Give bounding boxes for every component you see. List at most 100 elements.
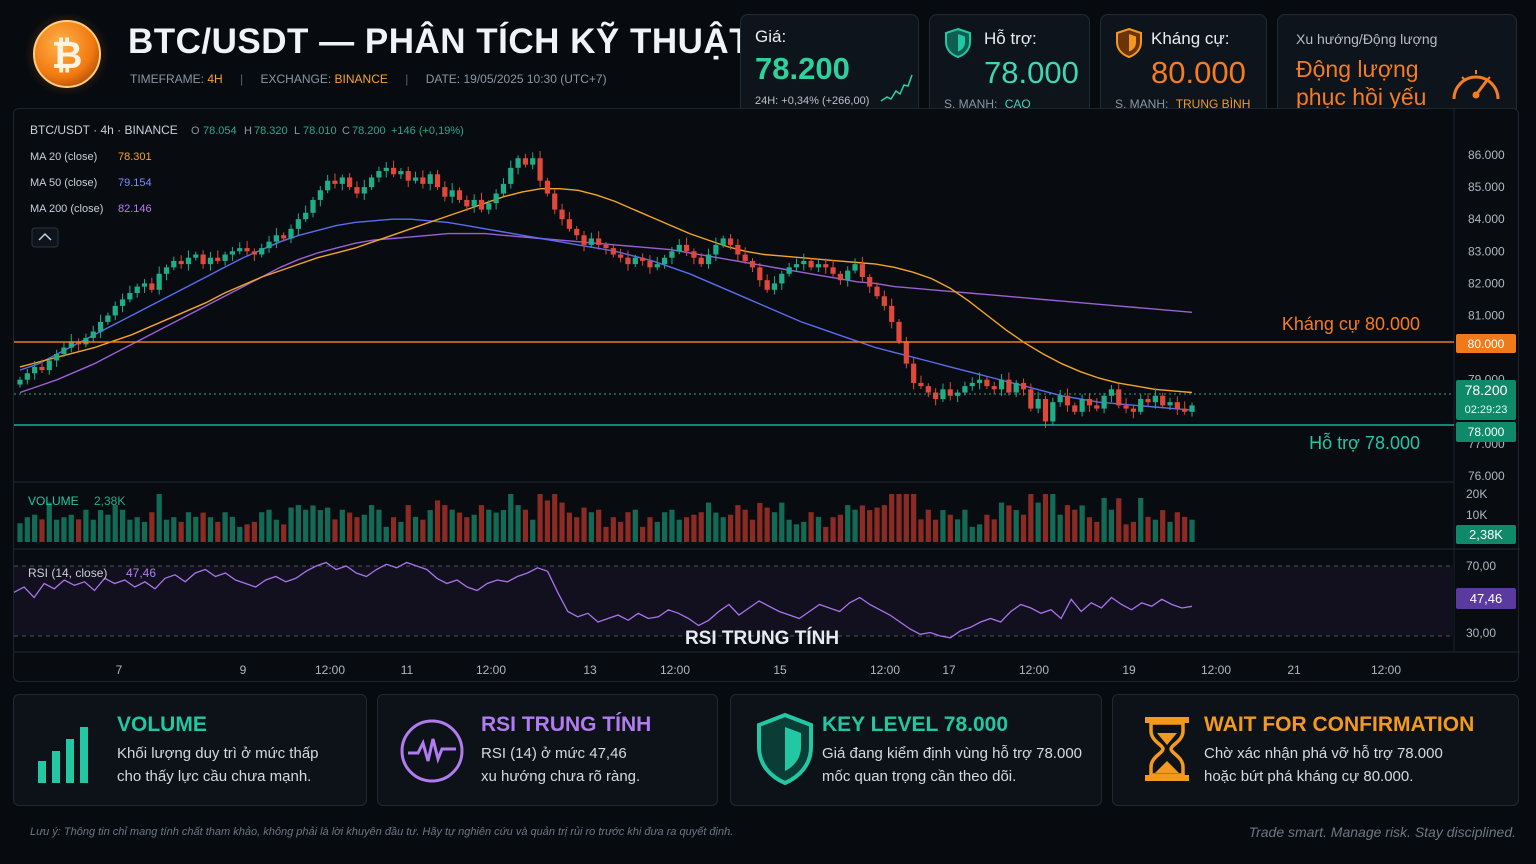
volume-bar <box>17 523 23 542</box>
trend-label: Xu hướng/Động lượng <box>1296 31 1438 47</box>
ohlc-c-label: C <box>342 125 350 137</box>
candle-body <box>273 235 279 242</box>
candle-body <box>61 347 67 355</box>
candle-body <box>962 386 968 393</box>
candle-body <box>537 158 543 181</box>
candle-body <box>1138 398 1144 412</box>
volume-bar <box>757 502 763 542</box>
volume-bar <box>896 494 902 542</box>
volume-bar <box>163 519 170 542</box>
volume-bar <box>969 526 975 542</box>
candle-body <box>793 264 800 268</box>
volume-bar <box>881 505 887 542</box>
candle-body <box>640 257 646 261</box>
candle-body <box>193 254 199 258</box>
time-axis: 7 9 12:00 11 12:00 13 12:00 15 12:00 17 12:00 19 12:… <box>116 663 1402 677</box>
price-tick: 84.000 <box>1468 212 1505 226</box>
candle-body <box>1035 398 1041 409</box>
candle-body <box>662 257 668 265</box>
volume-bar <box>727 514 734 542</box>
volume-bar <box>259 512 265 542</box>
volume-bar <box>156 494 162 542</box>
time-tick: 12:00 <box>1201 663 1231 677</box>
volume-bar <box>662 512 668 542</box>
candle-body <box>749 260 756 268</box>
candle-body <box>998 379 1005 390</box>
volume-bar <box>1167 521 1173 542</box>
ohlc-o: 78.054 <box>203 125 237 137</box>
time-tick: 11 <box>401 663 414 677</box>
volume-bar <box>911 494 917 542</box>
support-label: Hỗ trợ: <box>984 29 1037 48</box>
candle-body <box>442 187 448 197</box>
support-tag-text: 78.000 <box>1468 425 1505 439</box>
volume-bar <box>522 509 529 542</box>
resistance-level-label: Kháng cự 80.000 <box>1282 314 1420 334</box>
candle-countdown: 02:29:23 <box>1465 404 1508 416</box>
candle-body <box>881 296 887 306</box>
candle-body <box>112 305 118 316</box>
ohlc-o-label: O <box>191 125 200 137</box>
candle-body <box>97 321 104 332</box>
support-tag <box>1456 422 1516 442</box>
volume-bar <box>552 494 558 542</box>
rsi-band <box>14 566 1454 636</box>
candle-body <box>456 190 463 200</box>
ma200-legend-label: MA 200 (close) <box>30 203 103 215</box>
candle-body <box>588 238 594 245</box>
page-title: BTC/USDT — PHÂN TÍCH KỸ THUẬT <box>128 22 752 61</box>
volume-bar <box>918 519 924 542</box>
candle-body <box>141 283 148 287</box>
volume-bar <box>1123 524 1129 542</box>
volume-bar <box>537 494 543 542</box>
candle-body <box>823 264 829 268</box>
volume-bar <box>478 505 485 542</box>
volume-bar <box>310 505 316 542</box>
volume-bar <box>244 524 250 542</box>
candle-body <box>903 341 909 364</box>
candle-body <box>317 190 323 200</box>
resistance-strength: S. MẠNH: TRUNG BÌNH <box>1115 97 1250 111</box>
trend-value-line1: Động lượng <box>1296 56 1419 82</box>
time-tick: 12:00 <box>870 663 900 677</box>
candle-body <box>596 238 602 245</box>
volume-bar <box>185 512 192 542</box>
volume-bar <box>369 505 375 542</box>
resistance-value: 80.000 <box>1151 55 1246 90</box>
candle-body <box>347 177 353 188</box>
volume-bar <box>1138 497 1144 542</box>
volume-bar <box>625 512 631 542</box>
chart-panel[interactable]: Kháng cự 80.000 Hỗ trợ 78.000 86.000 85.0… <box>13 108 1520 683</box>
volume-bar <box>815 516 822 542</box>
confirmation-card: WAIT FOR CONFIRMATION Chờ xác nhận phá v… <box>1112 694 1519 806</box>
volume-bar <box>984 514 990 542</box>
candle-body <box>215 257 221 261</box>
candle-body <box>185 257 192 265</box>
volume-bar <box>1094 521 1100 542</box>
volume-bar <box>1013 510 1019 542</box>
ma20-legend-value: 78.301 <box>118 151 152 163</box>
volume-bar <box>207 517 214 542</box>
volume-bar <box>940 510 946 542</box>
candle-body <box>735 244 741 255</box>
volume-insight-text: Khối lượng duy trì ở mức thấp cho thấy l… <box>117 742 319 788</box>
support-strength-label: S. MẠNH: <box>944 97 998 111</box>
volume-bar <box>354 517 360 542</box>
volume-bar <box>456 512 463 542</box>
candle-body <box>383 167 389 172</box>
rsi-insight-title: RSI TRUNG TÍNH <box>481 713 652 736</box>
candle-body <box>90 331 96 338</box>
candle-body <box>530 158 536 165</box>
candle-body <box>991 386 997 390</box>
volume-bar <box>178 521 184 542</box>
candle-body <box>911 363 917 383</box>
candle-body <box>54 354 60 361</box>
price-change: 24H: +0,34% (+266,00) <box>755 95 870 107</box>
legend-collapse-button[interactable] <box>31 227 59 248</box>
volume-bar <box>742 509 748 542</box>
time-tick: 21 <box>1287 663 1301 677</box>
candle-body <box>874 286 880 297</box>
volume-bar <box>464 517 470 542</box>
candlestick-chart[interactable]: Kháng cự 80.000 Hỗ trợ 78.000 86.000 85.0… <box>14 109 1520 683</box>
candle-body <box>478 199 485 210</box>
